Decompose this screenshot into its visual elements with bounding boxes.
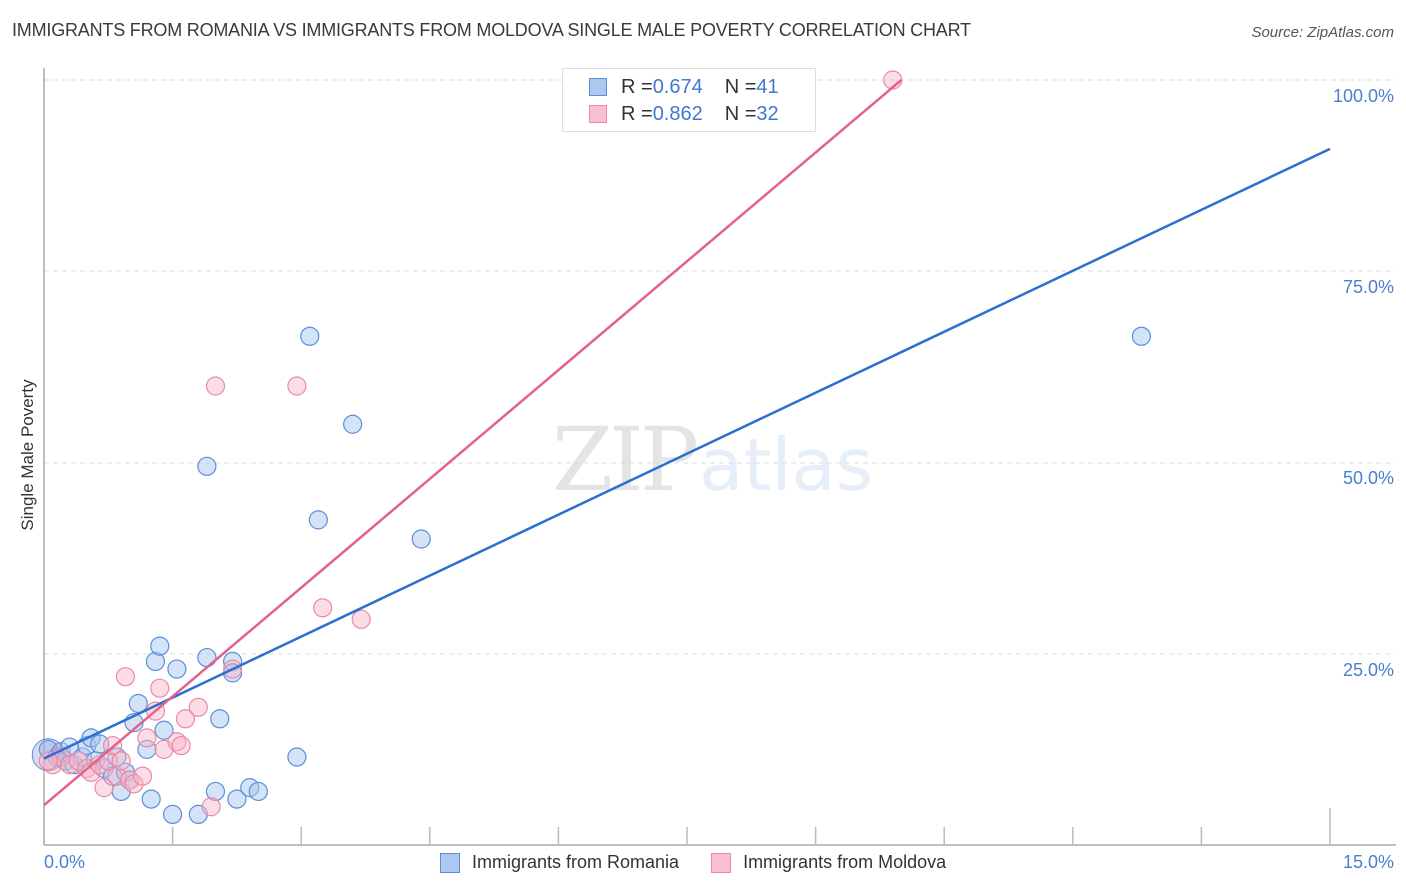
- n-label: N =: [724, 75, 757, 98]
- data-point: [137, 739, 157, 759]
- data-point: [137, 728, 157, 748]
- data-point: [287, 376, 307, 396]
- x-axis-ticks: [171, 808, 1331, 845]
- data-point: [227, 789, 247, 809]
- data-point: [210, 709, 230, 729]
- data-point: [107, 766, 127, 786]
- data-point: [111, 751, 131, 771]
- data-point: [141, 789, 161, 809]
- gridlines: [44, 79, 1395, 655]
- data-point: [197, 647, 217, 668]
- romania-swatch: [589, 78, 607, 96]
- data-point: [248, 781, 268, 802]
- data-point: [201, 797, 221, 817]
- romania-trendline: [43, 147, 1331, 760]
- data-point: [163, 804, 183, 825]
- moldova-points: [38, 70, 903, 817]
- data-point: [150, 678, 170, 698]
- n-value: 32: [756, 102, 779, 125]
- data-point: [150, 636, 170, 656]
- watermark-atlas: atlas: [699, 423, 874, 507]
- data-point: [1131, 326, 1151, 346]
- n-label: N =: [724, 102, 757, 125]
- romania-swatch: [440, 852, 460, 873]
- legend-item-moldova[interactable]: Immigrants from Moldova: [711, 852, 946, 873]
- data-point: [351, 609, 371, 629]
- x-tick-0: 0.0%: [44, 852, 86, 872]
- legend-row-moldova: R = 0.862 N = 32: [589, 102, 779, 126]
- legend-item-romania[interactable]: Immigrants from Romania: [440, 852, 679, 873]
- data-point: [205, 781, 226, 802]
- moldova-swatch: [589, 105, 607, 123]
- data-point: [94, 778, 114, 798]
- r-value: 0.862: [652, 102, 703, 125]
- y-tick-75: 75.0%: [1342, 277, 1394, 297]
- legend-label: Immigrants from Romania: [472, 852, 680, 872]
- data-point: [313, 598, 333, 618]
- data-point: [287, 747, 307, 767]
- data-point: [411, 529, 431, 549]
- y-tick-25: 25.0%: [1342, 660, 1394, 680]
- data-point: [197, 456, 217, 476]
- source-label: Source: ZipAtlas.com: [1251, 24, 1394, 41]
- data-point: [175, 709, 196, 729]
- axes: [43, 68, 1396, 846]
- data-point: [38, 751, 58, 771]
- correlation-legend: R = 0.674 N = 41 R = 0.862 N = 32: [562, 68, 816, 132]
- r-label: R =: [621, 75, 653, 98]
- data-point: [343, 414, 363, 434]
- series-legend: Immigrants from Romania Immigrants from …: [440, 852, 978, 873]
- legend-row-romania: R = 0.674 N = 41: [589, 75, 779, 99]
- r-label: R =: [621, 102, 653, 125]
- data-point: [171, 735, 191, 756]
- y-tick-50: 50.0%: [1342, 468, 1394, 488]
- romania-points: [31, 326, 1151, 825]
- chart-title: IMMIGRANTS FROM ROMANIA VS IMMIGRANTS FR…: [12, 20, 971, 40]
- moldova-trendline: [43, 79, 903, 807]
- moldova-swatch: [711, 852, 732, 873]
- r-value: 0.674: [652, 75, 703, 98]
- legend-label: Immigrants from Moldova: [743, 852, 947, 872]
- data-point: [115, 667, 136, 687]
- x-tick-15: 15.0%: [1342, 852, 1394, 872]
- data-point: [300, 326, 320, 346]
- data-point: [205, 376, 226, 396]
- data-point: [167, 659, 187, 679]
- data-point: [188, 697, 208, 717]
- y-tick-100: 100.0%: [1332, 86, 1394, 106]
- data-point: [308, 510, 328, 530]
- cluster-point: [31, 738, 65, 772]
- zipatlas-watermark: ZIPatlas: [552, 408, 873, 511]
- data-point: [132, 766, 153, 786]
- n-value: 41: [756, 75, 779, 98]
- data-point: [154, 720, 174, 740]
